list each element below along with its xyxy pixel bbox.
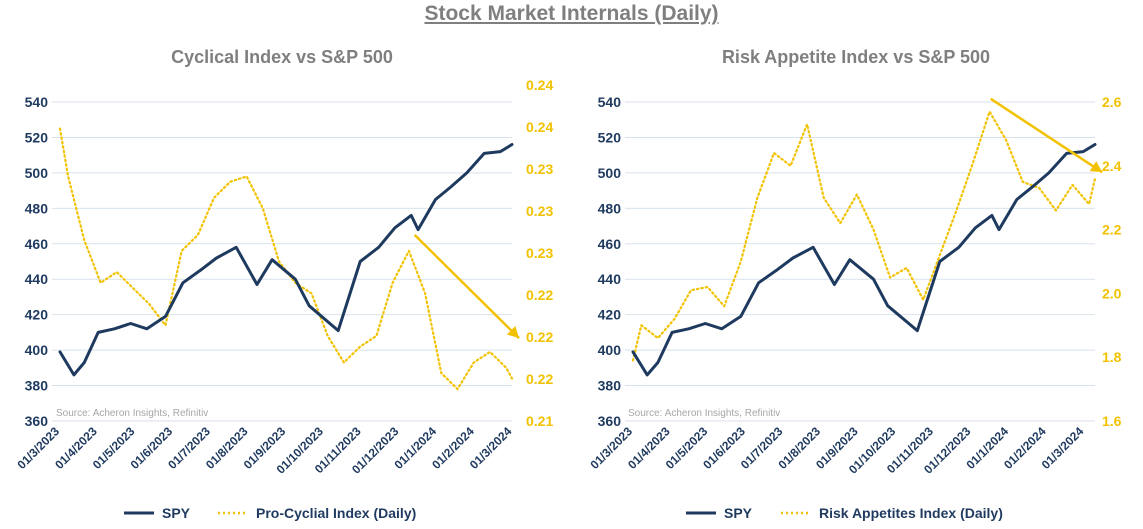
y-right-tick-label: 2.0 [1102,285,1122,301]
x-axis: 01/3/202301/4/202301/5/202301/6/202301/7… [14,424,514,477]
source-note: Source: Acheron Insights, Refinitiv [628,408,780,419]
y-axis-left: 360 380 400 420 440 460 480 500 520 540 [25,94,49,429]
y-left-tick-label: 540 [598,94,622,110]
y-left-tick-label: 480 [598,200,622,216]
arrow-shaft [413,234,520,339]
grid [625,101,1095,422]
legend-spy-label: SPY [162,505,191,521]
y-right-tick-label: 2.2 [1102,222,1122,238]
y-left-tick-label: 360 [25,413,49,429]
arrow-head [506,326,519,339]
y-right-tick-label: 0.24 [526,77,553,93]
series-spy [631,143,1097,377]
x-axis: 01/3/202301/4/202301/5/202301/6/202301/7… [587,424,1086,477]
y-right-tick-label: 1.6 [1102,413,1122,429]
y-left-tick-label: 400 [598,342,622,358]
y-left-tick-label: 380 [25,378,49,394]
y-left-tick-label: 440 [25,271,49,287]
y-right-tick-label: 1.8 [1102,349,1122,365]
y-left-tick-label: 460 [598,236,622,252]
legend: SPY Pro-Cyclial Index (Daily) [124,505,416,521]
y-right-tick-label: 0.23 [526,161,553,177]
y-left-tick-label: 440 [598,271,622,287]
y-right-tick-label: 2.4 [1102,158,1122,174]
y-left-tick-label: 520 [598,129,622,145]
spy-line [58,143,514,377]
y-axis-left: 360 380 400 420 440 460 480 500 520 540 [598,94,622,429]
y-left-tick-label: 500 [25,165,49,181]
spy-line [631,143,1097,377]
y-left-tick-label: 540 [25,94,49,110]
trend-arrow [413,234,520,339]
y-axis-right: 1.6 1.8 2.0 2.2 2.4 2.6 [1102,94,1122,429]
y-right-tick-label: 0.22 [526,329,553,345]
y-right-tick-label: 2.6 [1102,94,1122,110]
y-right-tick-label: 0.22 [526,287,553,303]
legend-index-label: Pro-Cyclial Index (Daily) [256,505,416,521]
y-left-tick-label: 500 [598,165,622,181]
risk-appetite-chart: Risk Appetite Index vs S&P 500 360 380 400… [587,47,1122,521]
y-left-tick-label: 400 [25,342,49,358]
y-left-tick-label: 480 [25,200,49,216]
y-axis-right: 0.21 0.22 0.22 0.22 0.23 0.23 0.23 0.24 0.24 [526,77,553,429]
legend-index-label: Risk Appetites Index (Daily) [819,505,1003,521]
cyclical-chart: Cyclical Index vs S&P 500 360 380 400 420 44… [14,47,553,521]
y-right-tick-label: 0.23 [526,203,553,219]
y-right-tick-label: 0.21 [526,413,553,429]
y-left-tick-label: 360 [598,413,622,429]
arrow-head [1089,161,1103,173]
legend: SPY Risk Appetites Index (Daily) [686,505,1003,521]
legend-spy-label: SPY [724,505,753,521]
y-right-tick-label: 0.23 [526,245,553,261]
chart-title: Cyclical Index vs S&P 500 [171,47,393,67]
y-left-tick-label: 420 [598,307,622,323]
index-line [631,110,1097,362]
y-left-tick-label: 380 [598,378,622,394]
series-spy [58,143,514,377]
source-note: Source: Acheron Insights, Refinitiv [56,408,208,419]
y-left-tick-label: 460 [25,236,49,252]
series-index [631,110,1097,362]
chart-title: Risk Appetite Index vs S&P 500 [722,47,990,67]
y-left-tick-label: 420 [25,307,49,323]
trend-arrow [990,97,1103,174]
y-left-tick-label: 520 [25,129,49,145]
arrow-shaft [990,97,1103,174]
y-right-tick-label: 0.24 [526,119,553,135]
x-tick-label: 01/3/2024 [467,424,515,472]
y-right-tick-label: 0.22 [526,371,553,387]
grid [52,101,512,422]
x-tick-label: 01/3/2024 [1039,424,1087,472]
page-title: Stock Market Internals (Daily) [424,2,719,25]
